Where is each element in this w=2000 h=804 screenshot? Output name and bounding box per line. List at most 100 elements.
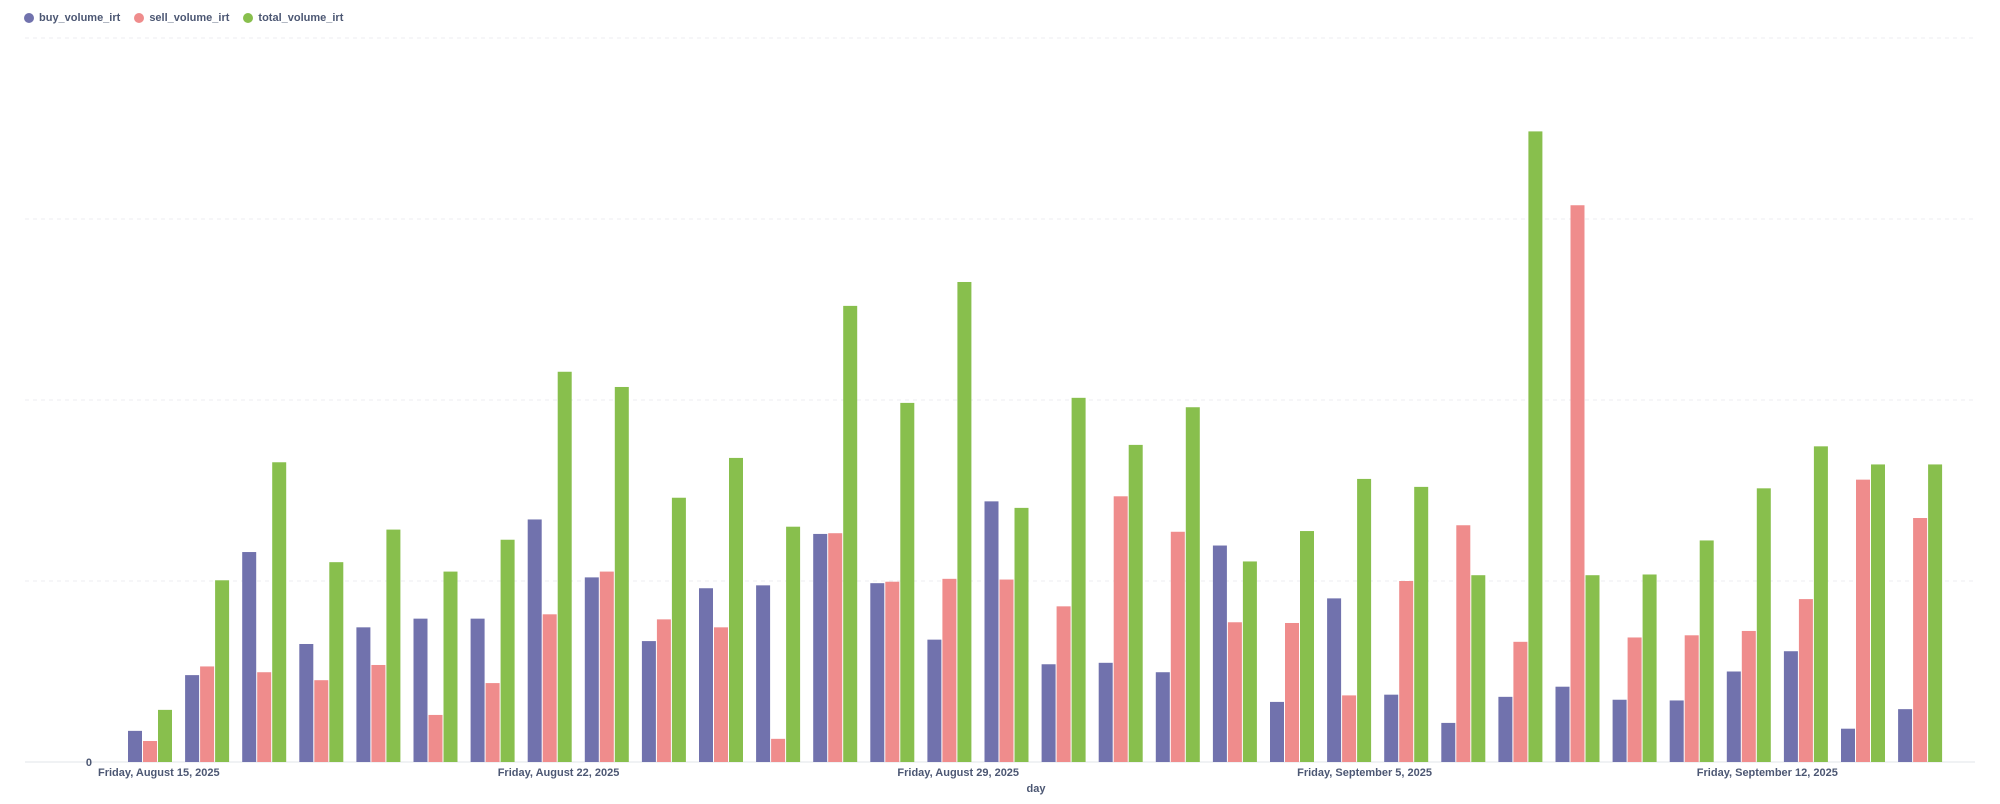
- bar-buy_volume_irt-2025-08-31[interactable]: [1041, 664, 1056, 762]
- bar-total_volume_irt-2025-09-14[interactable]: [1871, 464, 1885, 762]
- bar-total_volume_irt-2025-09-03[interactable]: [1242, 561, 1257, 762]
- bar-total_volume_irt-2025-08-15[interactable]: [158, 709, 172, 762]
- bar-buy_volume_irt-2025-09-09[interactable]: [1555, 686, 1570, 762]
- bar-total_volume_irt-2025-08-28[interactable]: [900, 402, 915, 762]
- legend-label-buy: buy_volume_irt: [39, 12, 121, 24]
- bar-sell_volume_irt-2025-08-19[interactable]: [371, 664, 386, 762]
- bar-total_volume_irt-2025-08-26[interactable]: [786, 526, 801, 762]
- bar-sell_volume_irt-2025-08-26[interactable]: [771, 738, 786, 762]
- bar-buy_volume_irt-2025-09-04[interactable]: [1270, 701, 1284, 762]
- bar-total_volume_irt-2025-08-22[interactable]: [557, 371, 572, 762]
- bar-buy_volume_irt-2025-08-22[interactable]: [527, 519, 542, 762]
- bar-sell_volume_irt-2025-09-02[interactable]: [1170, 531, 1185, 762]
- bar-buy_volume_irt-2025-08-28[interactable]: [870, 583, 885, 762]
- bar-buy_volume_irt-2025-09-03[interactable]: [1212, 545, 1227, 762]
- bar-sell_volume_irt-2025-08-17[interactable]: [257, 672, 272, 762]
- bar-buy_volume_irt-2025-08-20[interactable]: [413, 618, 428, 762]
- bar-sell_volume_irt-2025-08-16[interactable]: [200, 666, 215, 762]
- bar-sell_volume_irt-2025-08-24[interactable]: [656, 619, 671, 762]
- legend-item-sell[interactable]: sell_volume_irt: [134, 12, 229, 24]
- bar-buy_volume_irt-2025-09-11[interactable]: [1669, 700, 1684, 762]
- bar-total_volume_irt-2025-08-23[interactable]: [614, 386, 629, 762]
- bar-sell_volume_irt-2025-09-08[interactable]: [1513, 641, 1528, 762]
- bar-buy_volume_irt-2025-08-25[interactable]: [699, 588, 713, 762]
- bar-buy_volume_irt-2025-09-12[interactable]: [1726, 671, 1741, 763]
- bar-sell_volume_irt-2025-09-13[interactable]: [1798, 599, 1813, 762]
- bar-sell_volume_irt-2025-08-25[interactable]: [714, 627, 728, 762]
- bar-sell_volume_irt-2025-08-31[interactable]: [1056, 606, 1071, 762]
- bar-total_volume_irt-2025-09-11[interactable]: [1699, 540, 1714, 762]
- bar-sell_volume_irt-2025-09-05[interactable]: [1342, 695, 1357, 762]
- bar-buy_volume_irt-2025-08-26[interactable]: [756, 585, 771, 762]
- bar-buy_volume_irt-2025-09-14[interactable]: [1841, 728, 1855, 762]
- bar-buy_volume_irt-2025-08-21[interactable]: [470, 618, 485, 762]
- bar-sell_volume_irt-2025-09-07[interactable]: [1456, 525, 1471, 762]
- bar-buy_volume_irt-2025-08-18[interactable]: [299, 643, 314, 762]
- bar-sell_volume_irt-2025-09-04[interactable]: [1285, 622, 1299, 762]
- bar-buy_volume_irt-2025-09-05[interactable]: [1327, 598, 1342, 762]
- bar-buy_volume_irt-2025-08-23[interactable]: [584, 577, 599, 762]
- bar-total_volume_irt-2025-09-07[interactable]: [1471, 575, 1486, 762]
- legend-item-total[interactable]: total_volume_irt: [243, 12, 343, 24]
- bar-buy_volume_irt-2025-09-08[interactable]: [1498, 696, 1513, 762]
- bar-total_volume_irt-2025-08-20[interactable]: [443, 571, 458, 762]
- bar-sell_volume_irt-2025-09-15[interactable]: [1913, 518, 1928, 762]
- bar-sell_volume_irt-2025-08-30[interactable]: [999, 579, 1014, 762]
- bar-total_volume_irt-2025-09-13[interactable]: [1813, 446, 1828, 762]
- bar-buy_volume_irt-2025-08-17[interactable]: [242, 552, 257, 762]
- bar-total_volume_irt-2025-08-29[interactable]: [957, 281, 972, 762]
- bar-total_volume_irt-2025-09-09[interactable]: [1585, 575, 1600, 762]
- legend-item-buy[interactable]: buy_volume_irt: [24, 12, 120, 24]
- bar-sell_volume_irt-2025-08-22[interactable]: [542, 614, 557, 762]
- bar-total_volume_irt-2025-09-06[interactable]: [1414, 486, 1429, 762]
- bar-buy_volume_irt-2025-09-02[interactable]: [1155, 672, 1170, 762]
- bar-buy_volume_irt-2025-08-24[interactable]: [641, 641, 656, 762]
- bar-sell_volume_irt-2025-09-12[interactable]: [1741, 630, 1756, 762]
- bar-buy_volume_irt-2025-09-01[interactable]: [1098, 662, 1113, 762]
- bar-total_volume_irt-2025-09-01[interactable]: [1128, 444, 1143, 762]
- bar-sell_volume_irt-2025-08-27[interactable]: [828, 533, 843, 762]
- bar-total_volume_irt-2025-09-05[interactable]: [1357, 478, 1372, 762]
- bar-total_volume_irt-2025-09-10[interactable]: [1642, 574, 1657, 762]
- bar-total_volume_irt-2025-08-17[interactable]: [272, 462, 287, 762]
- bar-total_volume_irt-2025-08-25[interactable]: [729, 457, 743, 762]
- bar-sell_volume_irt-2025-09-06[interactable]: [1399, 581, 1414, 762]
- bar-buy_volume_irt-2025-09-07[interactable]: [1441, 722, 1456, 762]
- bar-sell_volume_irt-2025-09-03[interactable]: [1227, 622, 1242, 762]
- bar-sell_volume_irt-2025-09-01[interactable]: [1113, 496, 1128, 762]
- bar-sell_volume_irt-2025-08-21[interactable]: [485, 683, 500, 762]
- bar-sell_volume_irt-2025-08-18[interactable]: [314, 680, 329, 762]
- bar-total_volume_irt-2025-08-19[interactable]: [386, 529, 401, 762]
- bar-buy_volume_irt-2025-08-30[interactable]: [984, 501, 999, 762]
- bar-buy_volume_irt-2025-09-15[interactable]: [1898, 709, 1913, 762]
- bar-total_volume_irt-2025-08-31[interactable]: [1071, 397, 1086, 762]
- bar-total_volume_irt-2025-08-27[interactable]: [843, 305, 858, 762]
- bar-sell_volume_irt-2025-09-14[interactable]: [1856, 479, 1870, 762]
- bar-sell_volume_irt-2025-08-20[interactable]: [428, 714, 443, 762]
- bar-buy_volume_irt-2025-08-19[interactable]: [356, 627, 371, 762]
- bar-total_volume_irt-2025-09-12[interactable]: [1756, 488, 1771, 762]
- bar-sell_volume_irt-2025-08-28[interactable]: [885, 581, 900, 762]
- bar-total_volume_irt-2025-09-08[interactable]: [1528, 131, 1543, 762]
- bar-total_volume_irt-2025-08-21[interactable]: [500, 539, 515, 762]
- bar-total_volume_irt-2025-08-18[interactable]: [329, 562, 344, 762]
- bar-buy_volume_irt-2025-08-15[interactable]: [128, 730, 142, 762]
- bar-buy_volume_irt-2025-08-29[interactable]: [927, 639, 942, 762]
- bar-total_volume_irt-2025-09-04[interactable]: [1300, 531, 1314, 762]
- bar-buy_volume_irt-2025-09-10[interactable]: [1612, 699, 1627, 762]
- bar-sell_volume_irt-2025-09-11[interactable]: [1684, 635, 1699, 762]
- bar-sell_volume_irt-2025-09-10[interactable]: [1627, 637, 1642, 762]
- bar-total_volume_irt-2025-08-30[interactable]: [1014, 507, 1029, 762]
- bar-total_volume_irt-2025-08-24[interactable]: [671, 497, 686, 762]
- bar-total_volume_irt-2025-09-15[interactable]: [1928, 464, 1943, 762]
- bar-sell_volume_irt-2025-08-29[interactable]: [942, 578, 957, 762]
- bar-total_volume_irt-2025-09-02[interactable]: [1185, 407, 1200, 762]
- bar-buy_volume_irt-2025-08-16[interactable]: [185, 675, 200, 762]
- bar-sell_volume_irt-2025-08-23[interactable]: [599, 571, 614, 762]
- bar-buy_volume_irt-2025-08-27[interactable]: [813, 533, 828, 762]
- bar-sell_volume_irt-2025-09-09[interactable]: [1570, 205, 1585, 762]
- bar-buy_volume_irt-2025-09-06[interactable]: [1384, 694, 1399, 762]
- bar-sell_volume_irt-2025-08-15[interactable]: [143, 741, 157, 762]
- bar-buy_volume_irt-2025-09-13[interactable]: [1783, 651, 1798, 762]
- bar-total_volume_irt-2025-08-16[interactable]: [215, 580, 230, 762]
